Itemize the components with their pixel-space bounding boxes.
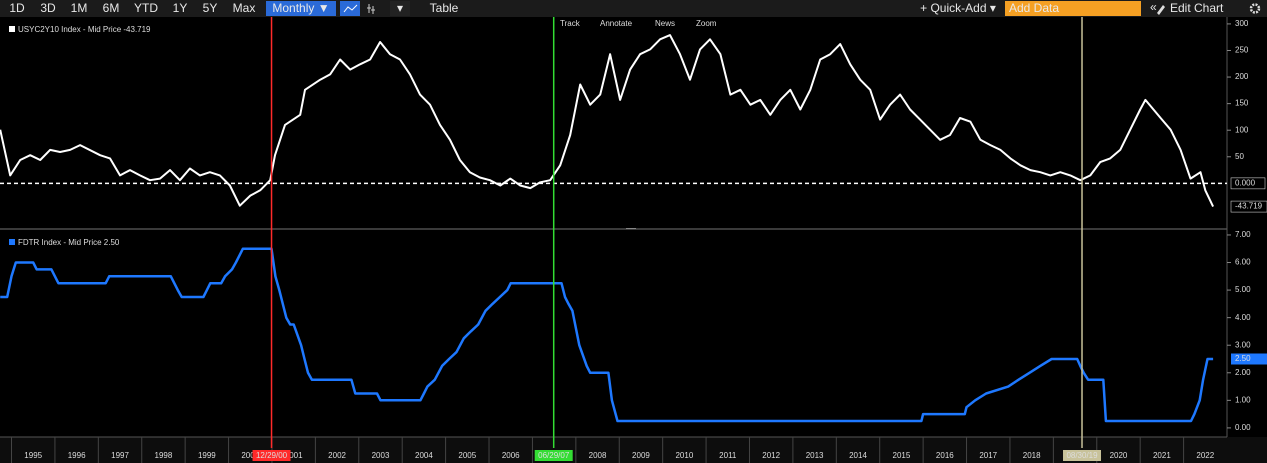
settings-icon[interactable]	[1249, 3, 1261, 14]
x-tick-label: 2006	[502, 451, 520, 460]
x-tick-label: 2001	[285, 451, 303, 460]
x-tick-label: 2003	[372, 451, 390, 460]
reference-label-box	[1230, 177, 1266, 190]
bar-chart-icon[interactable]	[367, 4, 375, 14]
range-button[interactable]: YTD	[134, 1, 158, 15]
x-tick-label: 2009	[632, 451, 650, 460]
legend-swatch	[9, 239, 15, 245]
table-button[interactable]: Table	[430, 1, 459, 15]
panel-tool[interactable]: Track	[560, 19, 581, 28]
last-value-box	[1231, 353, 1267, 365]
event-marker-label: 12/29/00	[256, 451, 288, 460]
frequency-label[interactable]: Monthly ▼	[272, 1, 329, 15]
x-tick-label: 2008	[589, 451, 607, 460]
event-marker-label: 08/30/19	[1066, 451, 1098, 460]
panel-tool[interactable]: Zoom	[696, 19, 717, 28]
panel-tool[interactable]: Annotate	[600, 19, 633, 28]
x-tick-label: 2016	[936, 451, 954, 460]
x-tick-label: 2020	[1110, 451, 1128, 460]
y-tick-label: 7.00	[1235, 230, 1251, 239]
menu-arrow: ▾	[397, 1, 403, 15]
event-marker-box	[252, 450, 291, 461]
panel-tool[interactable]: News	[655, 19, 675, 28]
range-button[interactable]: 5Y	[203, 1, 218, 15]
range-button[interactable]: 1Y	[173, 1, 188, 15]
line-icon	[343, 4, 358, 13]
range-button[interactable]: 1M	[71, 1, 88, 15]
add-data-placeholder[interactable]: Add Data	[1009, 1, 1059, 15]
x-tick-label: 2005	[458, 451, 476, 460]
y-tick-label: 6.00	[1235, 258, 1251, 267]
reference-label: 0.000	[1235, 178, 1256, 187]
x-tick-label: 2018	[1023, 451, 1041, 460]
last-value-label: -43.719	[1235, 202, 1263, 211]
y-tick-label: 50	[1235, 152, 1244, 161]
x-tick-label: 1997	[111, 451, 129, 460]
y-tick-label: 300	[1235, 19, 1249, 28]
range-button[interactable]: Max	[233, 1, 256, 15]
x-tick-label: 2002	[328, 451, 346, 460]
x-tick-label: 1996	[68, 451, 86, 460]
x-tick-label: 1999	[198, 451, 216, 460]
range-button[interactable]: 3D	[40, 1, 56, 15]
quick-add-button[interactable]: + Quick-Add ▾	[920, 1, 996, 15]
event-marker-box	[534, 450, 573, 461]
edit-icon	[1157, 5, 1165, 15]
series-line	[0, 247, 1214, 423]
y-tick-label: 4.00	[1235, 313, 1251, 322]
event-marker-label: 06/29/07	[538, 451, 570, 460]
legend-label: FDTR Index - Mid Price 2.50	[18, 238, 120, 247]
frequency-button[interactable]	[266, 1, 336, 16]
x-tick-label: 2014	[849, 451, 867, 460]
y-tick-label: 100	[1235, 125, 1249, 134]
y-tick-label: 5.00	[1235, 285, 1251, 294]
x-tick-label: 2013	[806, 451, 824, 460]
range-button[interactable]: 6M	[103, 1, 120, 15]
x-tick-label: 2004	[415, 451, 433, 460]
x-tick-label: 2011	[719, 451, 737, 460]
series-line	[0, 34, 1215, 208]
legend-label: USYC2Y10 Index - Mid Price -43.719	[18, 25, 151, 34]
x-tick-label: 2022	[1196, 451, 1214, 460]
y-tick-label: 3.00	[1235, 340, 1251, 349]
y-tick-label: 0.00	[1235, 423, 1251, 432]
last-value-box	[1230, 200, 1267, 213]
y-tick-label: 1.00	[1235, 395, 1251, 404]
y-tick-label: 250	[1235, 46, 1249, 55]
x-tick-label: 1998	[155, 451, 173, 460]
x-tick-label: 2000	[241, 451, 259, 460]
x-tick-label: 2017	[979, 451, 997, 460]
x-tick-label: 2015	[893, 451, 911, 460]
x-tick-label: 2010	[675, 451, 693, 460]
x-tick-label: 1995	[24, 451, 42, 460]
x-axis-band	[0, 437, 1267, 463]
edit-chart-button[interactable]: Edit Chart	[1170, 1, 1224, 15]
panel-divider	[0, 228, 1227, 230]
menu-button[interactable]	[390, 1, 410, 16]
y-tick-label: 2.00	[1235, 368, 1251, 377]
y-tick-label: 200	[1235, 72, 1249, 81]
divider-grip[interactable]	[626, 228, 636, 229]
collapse-button[interactable]: «	[1150, 0, 1157, 14]
x-tick-label: 2021	[1153, 451, 1171, 460]
event-marker-box	[1063, 450, 1102, 461]
range-button[interactable]: 1D	[9, 1, 25, 15]
y-tick-label: 150	[1235, 99, 1249, 108]
legend-swatch	[9, 26, 15, 32]
last-value-label: 2.50	[1235, 354, 1251, 363]
x-tick-label: 2012	[762, 451, 780, 460]
add-data-input[interactable]	[1005, 1, 1141, 16]
